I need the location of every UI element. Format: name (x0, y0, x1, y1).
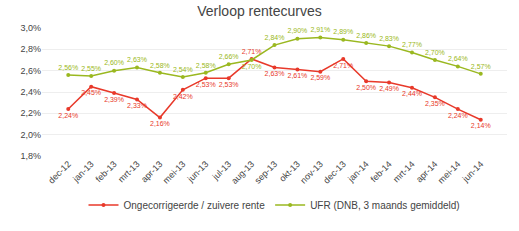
svg-text:2,24%: 2,24% (448, 112, 468, 119)
svg-text:2,42%: 2,42% (173, 93, 193, 100)
svg-text:2,49%: 2,49% (379, 85, 399, 92)
svg-text:UFR (DNB, 3 maands gemiddeld): UFR (DNB, 3 maands gemiddeld) (310, 200, 460, 211)
svg-text:mei-13: mei-13 (161, 159, 188, 186)
svg-text:2,16%: 2,16% (150, 120, 170, 127)
svg-text:2,58%: 2,58% (150, 62, 170, 69)
svg-text:2,56%: 2,56% (58, 64, 78, 71)
svg-text:2,64%: 2,64% (448, 55, 468, 62)
svg-text:2,50%: 2,50% (356, 84, 376, 91)
svg-text:3,0%: 3,0% (20, 23, 41, 33)
svg-text:aug-13: aug-13 (229, 159, 256, 186)
svg-text:2,90%: 2,90% (287, 27, 307, 34)
svg-text:jun-13: jun-13 (185, 159, 210, 184)
svg-text:okt-13: okt-13 (277, 159, 302, 184)
svg-text:2,66%: 2,66% (219, 53, 239, 60)
svg-text:2,53%: 2,53% (196, 81, 216, 88)
svg-text:2,14%: 2,14% (471, 122, 491, 129)
svg-text:apr-14: apr-14 (414, 159, 439, 184)
svg-text:2,58%: 2,58% (196, 62, 216, 69)
svg-text:2,39%: 2,39% (104, 96, 124, 103)
svg-text:nov-13: nov-13 (298, 159, 325, 186)
svg-text:2,6%: 2,6% (20, 66, 41, 76)
svg-text:mrt-13: mrt-13 (116, 159, 141, 184)
svg-text:2,89%: 2,89% (333, 28, 353, 35)
svg-text:feb-14: feb-14 (369, 159, 394, 184)
svg-text:2,53%: 2,53% (219, 81, 239, 88)
svg-text:2,35%: 2,35% (425, 100, 445, 107)
svg-text:1,8%: 1,8% (20, 151, 41, 161)
svg-text:2,83%: 2,83% (379, 35, 399, 42)
svg-text:sep-13: sep-13 (253, 159, 280, 186)
svg-text:2,24%: 2,24% (58, 112, 78, 119)
svg-text:2,8%: 2,8% (20, 44, 41, 54)
svg-text:2,4%: 2,4% (20, 87, 41, 97)
svg-text:2,44%: 2,44% (402, 90, 422, 97)
svg-text:2,60%: 2,60% (104, 59, 124, 66)
svg-text:2,70%: 2,70% (425, 49, 445, 56)
svg-text:2,84%: 2,84% (265, 34, 285, 41)
svg-text:jul-13: jul-13 (210, 159, 233, 182)
svg-text:jan-14: jan-14 (345, 159, 370, 184)
svg-text:dec-13: dec-13 (321, 159, 348, 186)
svg-text:mrt-14: mrt-14 (391, 159, 416, 184)
svg-text:jan-13: jan-13 (70, 159, 95, 184)
svg-text:2,61%: 2,61% (287, 72, 307, 79)
svg-text:2,77%: 2,77% (402, 41, 422, 48)
svg-text:2,70%: 2,70% (242, 63, 262, 70)
svg-text:2,0%: 2,0% (20, 130, 41, 140)
svg-text:2,45%: 2,45% (81, 89, 101, 96)
svg-text:feb-13: feb-13 (94, 159, 119, 184)
svg-text:2,71%: 2,71% (242, 48, 262, 55)
svg-text:2,63%: 2,63% (265, 70, 285, 77)
svg-text:2,86%: 2,86% (356, 32, 376, 39)
svg-text:2,59%: 2,59% (310, 74, 330, 81)
svg-text:2,57%: 2,57% (471, 63, 491, 70)
svg-text:2,55%: 2,55% (81, 65, 101, 72)
svg-text:2,2%: 2,2% (20, 108, 41, 118)
svg-text:2,54%: 2,54% (173, 66, 193, 73)
svg-text:2,71%: 2,71% (333, 62, 353, 69)
svg-text:jun-14: jun-14 (460, 159, 485, 184)
svg-text:2,33%: 2,33% (127, 102, 147, 109)
svg-text:dec-12: dec-12 (46, 159, 73, 186)
svg-text:mei-14: mei-14 (436, 159, 463, 186)
svg-text:2,91%: 2,91% (310, 26, 330, 33)
svg-text:2,63%: 2,63% (127, 56, 147, 63)
svg-text:apr-13: apr-13 (139, 159, 164, 184)
svg-text:Verloop rentecurves: Verloop rentecurves (197, 3, 322, 19)
svg-text:Ongecorrigeerde / zuivere rent: Ongecorrigeerde / zuivere rente (124, 200, 266, 211)
